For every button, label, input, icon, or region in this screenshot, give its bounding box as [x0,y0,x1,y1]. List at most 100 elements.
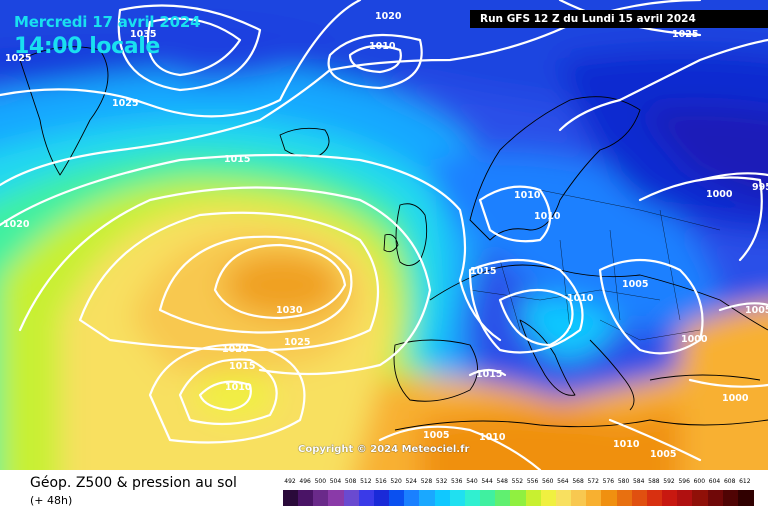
legend-swatch [722,490,739,506]
legend-swatch [540,490,557,506]
isobar-label: 1005 [745,305,768,316]
legend-swatch [449,490,466,506]
legend-tick-label: 540 [466,478,478,485]
legend-swatch [404,490,421,506]
legend-tick-label: 584 [632,478,645,485]
legend-swatch [419,490,436,506]
legend-tick-label: 528 [420,478,433,485]
isobar-label: 1010 [514,190,541,201]
legend-swatch [434,490,451,506]
legend-swatch [389,490,406,506]
legend-tick-label: 560 [542,478,554,485]
legend-swatch [616,490,633,506]
isobar-label: 1005 [622,279,648,290]
legend-tick-label: 508 [344,478,357,485]
isobar-label: 1015 [470,266,496,277]
legend-tick-label: 600 [693,478,706,485]
legend-tick-label: 588 [648,478,660,485]
isobar-label: 1015 [476,369,502,380]
forecast-date-title: Mercredi 17 avril 2024 [14,13,201,31]
isobar-label: 1000 [722,393,749,404]
legend-tick-label: 556 [526,478,539,485]
legend-tick-label: 536 [451,478,463,485]
isobars [0,0,768,470]
weather-map: 1035 1025 1020 1010 1025 1025 1015 1020 1030 1025… [0,0,768,470]
legend-tick-label: 544 [481,478,493,485]
legend-tick-label: 532 [435,478,448,485]
legend-swatch [313,490,330,506]
legend-swatch [495,490,512,506]
greenland-coast [19,46,109,176]
isobar-label: 1005 [650,449,676,460]
legend-swatch [677,490,694,506]
italy-coast [519,319,576,396]
legend-tick-label: 524 [405,478,417,485]
isobar-label: 1035 [130,29,156,40]
legend-tick-label: 612 [739,478,751,485]
legend-tick-label: 552 [511,478,524,485]
legend-swatch [555,490,572,506]
legend-tick-label: 592 [663,478,675,485]
legend-tick-label: 580 [617,478,630,485]
isobar-label: 1025 [284,337,310,348]
legend-tick-label: 596 [678,478,690,485]
legend-swatch [510,490,527,506]
legend-swatch [707,490,724,506]
isobar-label: 995 [752,182,768,193]
turkey-coast [649,374,761,381]
legend-tick-label: 604 [708,478,721,485]
legend-swatch [343,490,360,506]
run-info-box: Run GFS 12 Z du Lundi 15 avril 2024 [470,10,768,28]
isobar-label: 1010 [369,41,396,52]
legend-tick-label: 512 [360,478,372,485]
legend-tick-label: 608 [723,478,736,485]
isobar-label: 1005 [423,430,449,441]
legend-labels: 492 496 500 504 508 512 516 520 524 528 532 536 540 5… [283,478,753,488]
legend-swatch [328,490,345,506]
balkans-coast [589,339,635,411]
forecast-lead-time: (+ 48h) [30,494,73,507]
legend-tick-label: 576 [602,478,615,485]
legend-tick-label: 516 [375,478,387,485]
isobar-label: 1010 [479,432,506,443]
isobar-label: 1020 [375,11,402,22]
forecast-time-title: 14:00 locale [14,34,160,59]
legend-swatch [586,490,603,506]
legend-swatch [646,490,663,506]
isobar-label: 1025 [672,29,698,40]
isobar-label: 1010 [567,293,594,304]
legend-swatch [601,490,618,506]
africa-coast [394,419,768,431]
isobar-label: 1025 [5,53,31,64]
legend-tick-label: 520 [390,478,402,485]
legend-swatch [737,490,754,506]
legend-swatch [283,490,299,506]
chart-type-title: Géop. Z500 & pression au sol [30,475,237,491]
legend-tick-label: 492 [284,478,296,485]
isobar-label: 1000 [681,334,708,345]
isobar-label: 1010 [613,439,640,450]
legend-swatch [480,490,497,506]
isobar-label: 1025 [112,98,138,109]
legend-tick-label: 504 [329,478,342,485]
copyright-notice: Copyright © 2024 Meteociel.fr [298,444,470,455]
isobar-labels: 1035 1025 1020 1010 1025 1025 1015 1020 1030 1025… [3,11,768,460]
isobar-label: 1000 [706,189,733,200]
legend-swatch [298,490,315,506]
legend-swatch [358,490,375,506]
isobar-label: 1020 [3,219,30,230]
isobar-label: 1015 [224,154,250,165]
legend-swatch [662,490,679,506]
legend-tick-label: 564 [557,478,569,485]
scandinavia-coast [469,96,641,241]
isobar-label: 1010 [534,211,561,222]
legend-tick-label: 572 [587,478,599,485]
legend-colorbar [283,490,754,506]
legend-swatch [631,490,648,506]
legend-swatch [571,490,588,506]
legend-tick-label: 568 [572,478,584,485]
legend-swatch [692,490,709,506]
isobar-label: 1015 [229,361,255,372]
iberia-coast [393,339,478,402]
